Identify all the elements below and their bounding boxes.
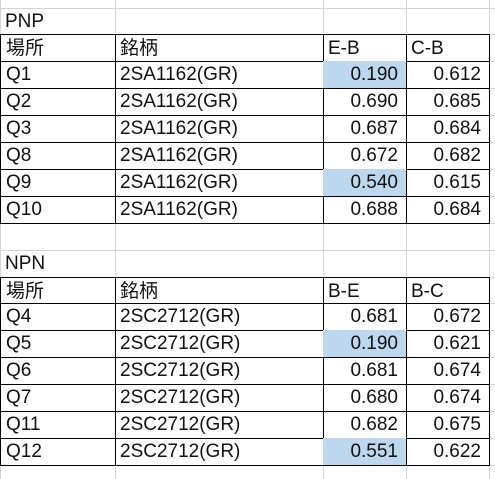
grid-line <box>489 0 490 479</box>
table-cell: 2SC2712(GR) <box>115 357 324 386</box>
header-cell: E-B <box>323 34 407 63</box>
table-cell: 0.682 <box>323 411 407 439</box>
table-cell: Q7 <box>0 384 116 412</box>
table-cell: 0.190 <box>323 330 407 359</box>
grid-line <box>406 0 407 479</box>
table-cell: Q2 <box>0 88 116 117</box>
table-cell: Q3 <box>0 115 116 143</box>
table-cell: 0.540 <box>323 168 407 197</box>
table-cell: 0.551 <box>323 437 407 466</box>
table-cell: Q8 <box>0 142 116 170</box>
table-cell: Q4 <box>0 303 116 332</box>
table-cell: 0.687 <box>323 115 407 143</box>
table-cell: 0.681 <box>323 357 407 386</box>
grid-line <box>0 0 1 479</box>
table-cell: 0.612 <box>406 61 490 90</box>
table-cell: Q12 <box>0 437 116 466</box>
table-cell: 0.674 <box>406 384 490 412</box>
table-cell: 0.615 <box>406 168 490 197</box>
table-cell: 0.621 <box>406 330 490 359</box>
table-cell: 0.674 <box>406 357 490 386</box>
table-cell: 0.688 <box>323 195 407 224</box>
table-cell: 2SA1162(GR) <box>115 195 324 224</box>
table-cell: 2SA1162(GR) <box>115 115 324 143</box>
table-cell: 0.622 <box>406 437 490 466</box>
header-cell: C-B <box>406 34 490 63</box>
table-cell: 0.690 <box>323 88 407 117</box>
table-cell: 0.680 <box>323 384 407 412</box>
table-title: NPN <box>5 252 46 274</box>
table-cell: Q6 <box>0 357 116 386</box>
table-cell: 2SA1162(GR) <box>115 142 324 170</box>
grid-line <box>0 249 495 251</box>
grid-line <box>323 0 324 479</box>
table-cell: 0.675 <box>406 411 490 439</box>
table-cell: 0.684 <box>406 195 490 224</box>
grid-line <box>115 0 116 479</box>
table-cell: 2SA1162(GR) <box>115 168 324 197</box>
table-cell: 0.190 <box>323 61 407 90</box>
table-cell: 2SC2712(GR) <box>115 384 324 412</box>
table-cell: 2SA1162(GR) <box>115 88 324 117</box>
header-cell: 場所 <box>0 276 116 305</box>
table-title: PNP <box>5 10 45 32</box>
table-cell: Q11 <box>0 411 116 439</box>
header-cell: B-E <box>323 276 407 305</box>
table-cell: 0.672 <box>323 142 407 170</box>
table-cell: Q5 <box>0 330 116 359</box>
table-cell: Q1 <box>0 61 116 90</box>
table-cell: 0.684 <box>406 115 490 143</box>
header-cell: 銘柄 <box>115 34 324 63</box>
table-cell: 0.685 <box>406 88 490 117</box>
table-cell: 2SC2712(GR) <box>115 303 324 332</box>
table-cell: 0.681 <box>323 303 407 332</box>
grid-line <box>0 7 495 9</box>
header-cell: 場所 <box>0 34 116 63</box>
table-cell: 2SC2712(GR) <box>115 411 324 439</box>
table-cell: 0.672 <box>406 303 490 332</box>
table-cell: 0.682 <box>406 142 490 170</box>
table-cell: 2SC2712(GR) <box>115 330 324 359</box>
header-cell: B-C <box>406 276 490 305</box>
table-cell: 2SC2712(GR) <box>115 437 324 466</box>
header-cell: 銘柄 <box>115 276 324 305</box>
table-cell: 2SA1162(GR) <box>115 61 324 90</box>
table-cell: Q10 <box>0 195 116 224</box>
table-cell: Q9 <box>0 168 116 197</box>
